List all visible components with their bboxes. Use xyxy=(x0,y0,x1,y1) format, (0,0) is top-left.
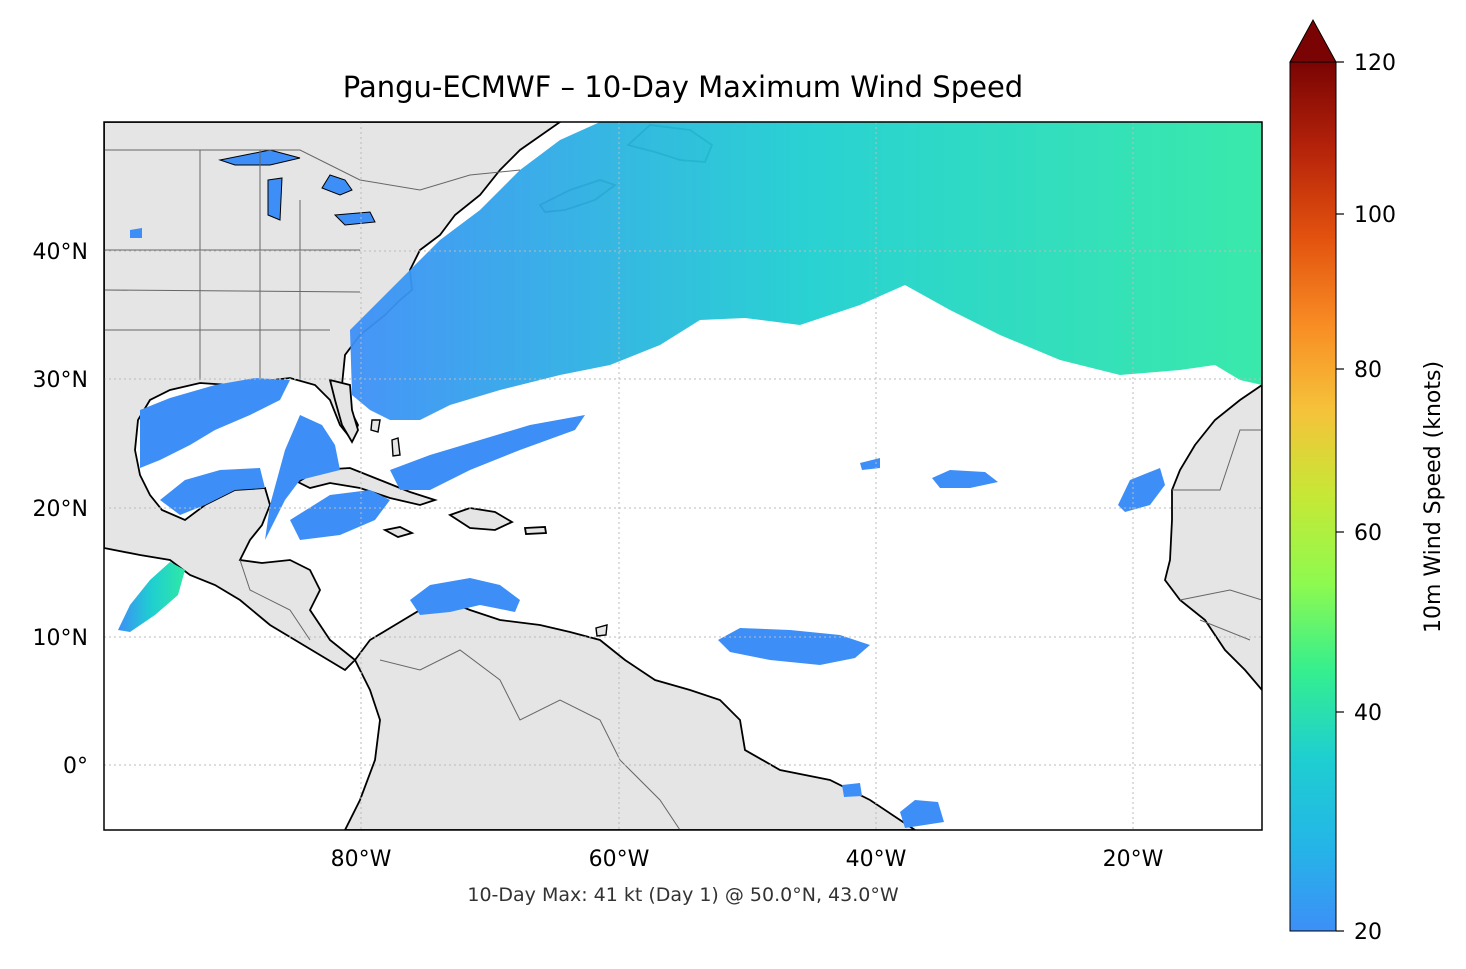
lon-tick-label: 60°W xyxy=(589,847,650,872)
colorbar-gradient xyxy=(1289,61,1337,932)
land-bahamas xyxy=(370,419,401,457)
wind-swath-bahamas xyxy=(390,415,585,490)
wind-swath-yucatan xyxy=(160,468,265,515)
colorbar-tick-label: 80 xyxy=(1354,358,1382,383)
land-puerto-rico xyxy=(523,526,548,535)
wind-swath-gulf-central xyxy=(265,415,340,540)
colorbar-tick-label: 100 xyxy=(1354,203,1396,228)
wind-swath-caribbean-north xyxy=(290,490,390,540)
colorbar-tick-label: 40 xyxy=(1354,701,1382,726)
lat-tick-label: 0° xyxy=(63,754,88,779)
land-trinidad xyxy=(595,624,608,637)
colorbar: 20 40 60 80 100 120 10m Wind Speed (knot… xyxy=(1289,18,1446,945)
lon-tick-label: 20°W xyxy=(1103,847,1164,872)
wind-swath-cape-verde xyxy=(1118,468,1165,512)
lat-tick-label: 40°N xyxy=(33,240,88,265)
land-florida xyxy=(328,378,359,444)
colorbar-tick-label: 60 xyxy=(1354,521,1382,546)
colorbar-tick-label: 120 xyxy=(1354,51,1396,76)
lat-tick-label: 10°N xyxy=(33,626,88,651)
gridlines xyxy=(104,122,1262,830)
wind-swath-equatorial xyxy=(842,783,944,828)
wind-swath-caribbean-south xyxy=(410,578,520,615)
wind-swath-pacific xyxy=(118,562,185,632)
wind-swath-gulf-mexico xyxy=(140,378,290,468)
land-jamaica xyxy=(382,526,415,538)
lat-tick-label: 20°N xyxy=(33,497,88,522)
land-africa xyxy=(1164,383,1262,692)
land-cuba xyxy=(296,467,438,506)
max-wind-annotation: 10-Day Max: 41 kt (Day 1) @ 50.0°N, 43.0… xyxy=(467,884,899,906)
great-lakes xyxy=(218,149,376,226)
map-frame xyxy=(103,121,1263,831)
lat-tick-label: 30°N xyxy=(33,368,88,393)
colorbar-tick-label: 20 xyxy=(1354,920,1382,945)
lon-tick-label: 80°W xyxy=(331,847,392,872)
wind-swath-central-atlantic xyxy=(932,470,998,488)
colorbar-extend-arrow xyxy=(1289,18,1337,63)
colorbar-title: 10m Wind Speed (knots) xyxy=(1421,361,1446,633)
political-borders xyxy=(104,149,1262,830)
wind-swath-north-atlantic xyxy=(350,122,1262,420)
map-title: Pangu-ECMWF – 10-Day Maximum Wind Speed xyxy=(342,70,1024,104)
lon-tick-label: 40°W xyxy=(846,847,907,872)
